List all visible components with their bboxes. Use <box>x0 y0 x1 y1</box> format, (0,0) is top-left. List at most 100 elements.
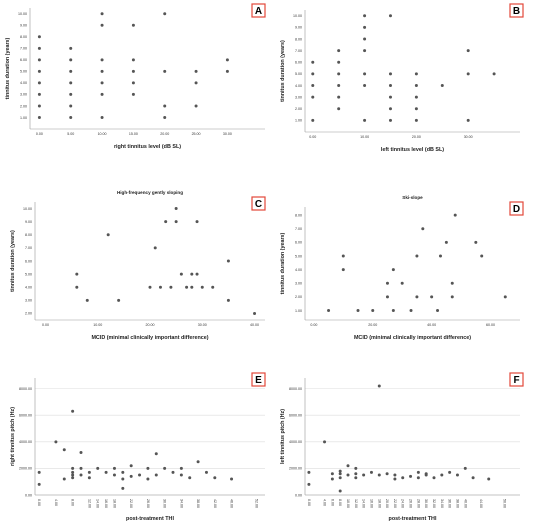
data-point <box>371 308 375 312</box>
data-point <box>311 95 315 99</box>
data-point <box>188 476 192 480</box>
data-point <box>129 474 133 478</box>
data-point <box>87 470 91 474</box>
data-point <box>121 486 125 490</box>
data-point <box>121 477 125 481</box>
data-point <box>69 104 73 108</box>
data-point <box>337 95 341 99</box>
data-point <box>100 69 104 73</box>
data-point <box>69 69 73 73</box>
data-point <box>131 69 135 73</box>
data-point <box>338 472 342 476</box>
y-tick-label: 10.00 <box>23 207 32 211</box>
x-tick-label: 42.00 <box>213 499 217 508</box>
y-tick-label: 4.00 <box>295 268 302 272</box>
data-point <box>369 470 373 474</box>
y-tick-label: 5.00 <box>295 254 302 258</box>
y-tick-label: 9.00 <box>20 24 27 28</box>
data-point <box>169 285 173 289</box>
x-tick-label: 0.00 <box>310 323 317 327</box>
data-point <box>414 107 418 111</box>
data-point <box>194 69 198 73</box>
x-tick-label: 8.00 <box>338 499 342 506</box>
y-tick-label: 1.00 <box>295 309 302 313</box>
data-point <box>337 72 341 76</box>
x-tick-label: 24.00 <box>401 499 405 508</box>
data-point <box>196 460 200 464</box>
panel-label-box <box>509 372 524 387</box>
data-point <box>100 115 104 119</box>
data-point <box>354 476 358 480</box>
y-tick-label: 4.00 <box>20 81 27 85</box>
data-point <box>503 295 507 299</box>
y-tick-label: 7.00 <box>20 47 27 51</box>
data-point <box>179 272 183 276</box>
x-tick-label: 12.00 <box>354 499 358 508</box>
data-point <box>230 477 234 481</box>
data-point <box>131 81 135 85</box>
x-tick-label: 20.00 <box>160 132 169 136</box>
x-tick-label: 10.00 <box>360 135 369 139</box>
y-tick-label: 8.00 <box>25 233 32 237</box>
data-point <box>492 72 496 76</box>
data-point <box>341 254 345 258</box>
panel-label-box <box>509 3 524 18</box>
y-tick-label: 4.00 <box>25 286 32 290</box>
data-point <box>311 118 315 122</box>
x-tick-label: 4.00 <box>54 499 58 506</box>
data-point <box>195 272 199 276</box>
data-point <box>432 476 436 480</box>
data-point <box>253 311 257 315</box>
data-point <box>362 473 366 477</box>
data-point <box>388 107 392 111</box>
panel-label: A <box>255 6 262 17</box>
data-point <box>363 84 367 88</box>
data-point <box>471 476 475 480</box>
data-point <box>87 476 91 480</box>
data-point <box>131 58 135 62</box>
panel-label-box <box>251 196 266 211</box>
y-tick-label: 6.00 <box>295 61 302 65</box>
x-tick-label: 22.00 <box>129 499 133 508</box>
x-tick-label: 12.00 <box>87 499 91 508</box>
x-axis-label: MCID (minimal clinically important diffe… <box>354 335 471 341</box>
data-point <box>415 254 419 258</box>
data-point <box>466 49 470 53</box>
data-point <box>415 295 419 299</box>
y-tick-label: 9.00 <box>295 26 302 30</box>
y-tick-label: 3.00 <box>25 299 32 303</box>
x-tick-label: 18.00 <box>112 499 116 508</box>
data-point <box>62 448 66 452</box>
data-point <box>213 476 217 480</box>
data-point <box>430 295 434 299</box>
x-tick-label: 25.00 <box>192 132 201 136</box>
data-point <box>112 466 116 470</box>
y-axis-label: left tinnitus pitch (Hz) <box>280 409 286 464</box>
data-point <box>71 466 75 470</box>
data-point <box>393 473 397 477</box>
data-point <box>112 473 116 477</box>
data-point <box>391 308 395 312</box>
x-tick-label: 26.00 <box>409 499 413 508</box>
data-point <box>330 472 334 476</box>
data-point <box>100 12 104 16</box>
data-point <box>341 268 345 272</box>
data-point <box>363 37 367 41</box>
panel-label: D <box>513 204 520 215</box>
x-tick-label: 20.00 <box>412 135 421 139</box>
data-point <box>211 285 215 289</box>
data-point <box>194 104 198 108</box>
data-point <box>179 473 183 477</box>
data-point <box>338 489 342 493</box>
data-point <box>466 118 470 122</box>
x-tick-label: 16.00 <box>104 499 108 508</box>
data-point <box>338 469 342 473</box>
x-tick-label: 16.00 <box>369 499 373 508</box>
y-tick-label: 7.00 <box>295 49 302 53</box>
panel-c: 0.00 10.00 20.00 30.00 40.00 2.00 3.00 4.00 5.00… <box>10 190 266 341</box>
x-tick-label: 14.00 <box>96 499 100 508</box>
y-tick-label: 4000.00 <box>19 440 32 444</box>
y-tick-label: 1.00 <box>20 116 27 120</box>
x-tick-label: 50.00 <box>502 499 506 508</box>
data-point <box>414 95 418 99</box>
